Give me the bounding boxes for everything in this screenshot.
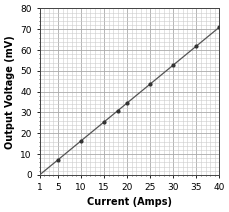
X-axis label: Current (Amps): Current (Amps) — [87, 197, 171, 207]
Y-axis label: Output Voltage (mV): Output Voltage (mV) — [5, 35, 15, 149]
